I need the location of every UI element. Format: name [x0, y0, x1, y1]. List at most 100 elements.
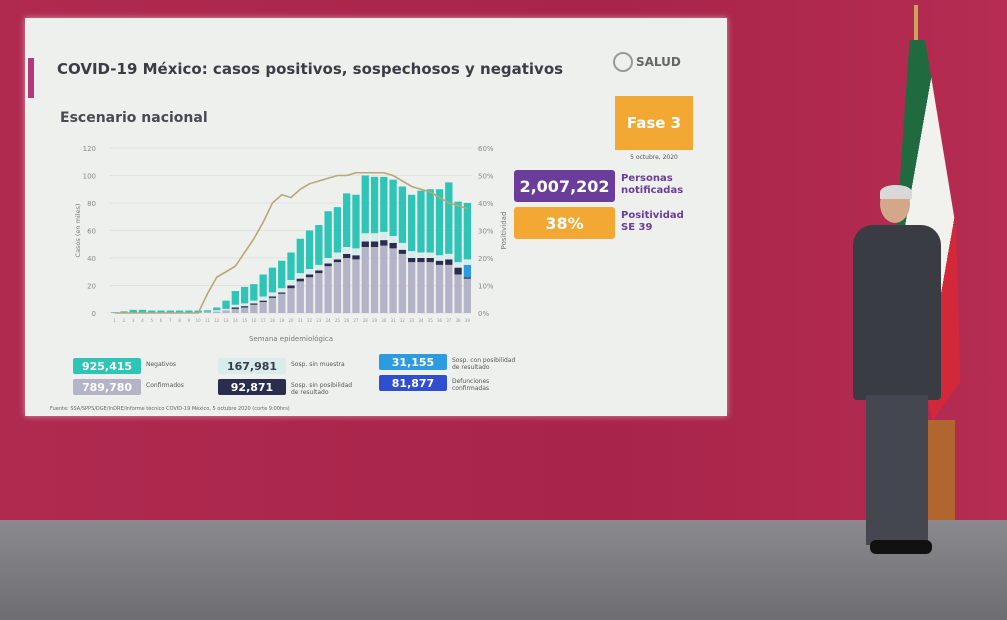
bar-segment — [250, 300, 258, 304]
bar-segment — [426, 252, 434, 258]
positivity-value: 38% — [514, 207, 615, 239]
bar-segment — [445, 182, 453, 254]
x-tick-label: 13 — [223, 318, 229, 323]
legend-value: 789,780 — [73, 379, 141, 395]
x-axis-label: Semana epidemiológica — [249, 335, 333, 343]
bar-segment — [333, 259, 342, 263]
phase-date: 5 octubre, 2020 — [630, 154, 678, 161]
bar-segment — [380, 176, 388, 232]
bar-segment — [268, 267, 277, 293]
bar-segment — [370, 241, 379, 247]
bar-segment — [343, 258, 351, 313]
bar-segment — [333, 262, 342, 313]
bar-segment — [278, 288, 286, 293]
y-tick-label: 20 — [87, 283, 96, 291]
bar-segment — [250, 284, 258, 301]
bar-segment — [463, 264, 471, 278]
x-tick-label: 33 — [409, 318, 415, 323]
bar-segment — [408, 262, 416, 313]
slide-subtitle: Escenario nacional — [60, 110, 208, 126]
x-tick-label: 34 — [418, 318, 424, 323]
x-tick-label: 16 — [251, 318, 257, 323]
bar-segment — [435, 260, 444, 265]
bar-segment — [361, 247, 369, 313]
bar-segment — [408, 251, 416, 258]
x-tick-label: 39 — [465, 318, 471, 323]
bar-segment — [380, 245, 388, 313]
x-tick-label: 26 — [344, 318, 350, 323]
x-tick-label: 32 — [400, 318, 406, 323]
bar-segment — [259, 274, 267, 297]
legend-value: 31,155 — [379, 354, 447, 370]
bar-segment — [315, 270, 323, 274]
bar-segment — [398, 242, 407, 250]
bar-segment — [259, 300, 267, 302]
x-tick-label: 31 — [391, 318, 397, 323]
bar-segment — [287, 285, 295, 289]
x-tick-label: 18 — [270, 318, 276, 323]
bar-segment — [426, 258, 434, 263]
bar-segment — [417, 190, 425, 253]
legend-value: 167,981 — [218, 358, 286, 374]
x-tick-label: 28 — [363, 318, 369, 323]
bar-segment — [250, 303, 258, 305]
x-tick-label: 3 — [132, 318, 135, 323]
bar-segment — [361, 175, 369, 234]
bar-segment — [426, 262, 434, 313]
bar-segment — [305, 277, 314, 313]
bar-segment — [398, 253, 407, 313]
bar-segment — [408, 194, 416, 252]
bar-segment — [231, 307, 239, 309]
bar-segment — [361, 233, 369, 242]
bar-segment — [287, 252, 295, 280]
bar-segment — [343, 253, 351, 258]
bar-segment — [231, 291, 239, 305]
bar-segment — [454, 262, 462, 268]
x-tick-label: 1 — [113, 318, 116, 323]
bar-segment — [315, 273, 323, 313]
bar-segment — [240, 307, 249, 313]
flag-stand — [925, 420, 955, 520]
x-tick-label: 29 — [372, 318, 378, 323]
bar-segment — [435, 255, 444, 261]
bar-segment — [240, 306, 249, 308]
bar-segment — [408, 258, 416, 263]
bar-segment — [157, 310, 165, 313]
x-tick-label: 14 — [233, 318, 239, 323]
bar-segment — [324, 263, 332, 267]
seal-icon — [613, 52, 633, 72]
bar-segment — [389, 242, 397, 249]
bar-segment — [296, 278, 304, 282]
bar-segment — [287, 288, 295, 313]
x-tick-label: 20 — [288, 318, 294, 323]
x-tick-label: 21 — [298, 318, 304, 323]
bar-segment — [370, 247, 379, 313]
bar-segment — [463, 203, 471, 260]
x-tick-label: 35 — [428, 318, 434, 323]
y-tick-label: 100 — [83, 173, 96, 181]
bar-segment — [352, 248, 360, 256]
x-tick-label: 25 — [335, 318, 341, 323]
bar-segment — [426, 189, 434, 253]
bar-segment — [296, 238, 304, 274]
x-tick-label: 24 — [326, 318, 332, 323]
bar-segment — [343, 247, 351, 254]
legend-value: 92,871 — [218, 379, 286, 395]
x-tick-label: 36 — [437, 318, 443, 323]
x-tick-label: 17 — [261, 318, 267, 323]
y-tick-label: 80 — [87, 200, 96, 208]
notified-value: 2,007,202 — [514, 170, 615, 202]
bar-segment — [166, 310, 174, 313]
legend-label: Sosp. con posibilidad de resultado — [452, 357, 516, 371]
x-tick-label: 37 — [446, 318, 452, 323]
x-tick-label: 6 — [160, 318, 163, 323]
bar-segment — [352, 255, 360, 260]
legend-value: 925,415 — [73, 358, 141, 374]
x-tick-label: 5 — [150, 318, 153, 323]
bar-segment — [213, 310, 221, 312]
y-tick-label: 0 — [92, 310, 96, 318]
phase-badge: Fase 3 — [615, 96, 693, 150]
positivity-label: Positividad SE 39 — [621, 210, 684, 233]
bar-segment — [352, 194, 360, 249]
bar-segment — [138, 309, 147, 313]
